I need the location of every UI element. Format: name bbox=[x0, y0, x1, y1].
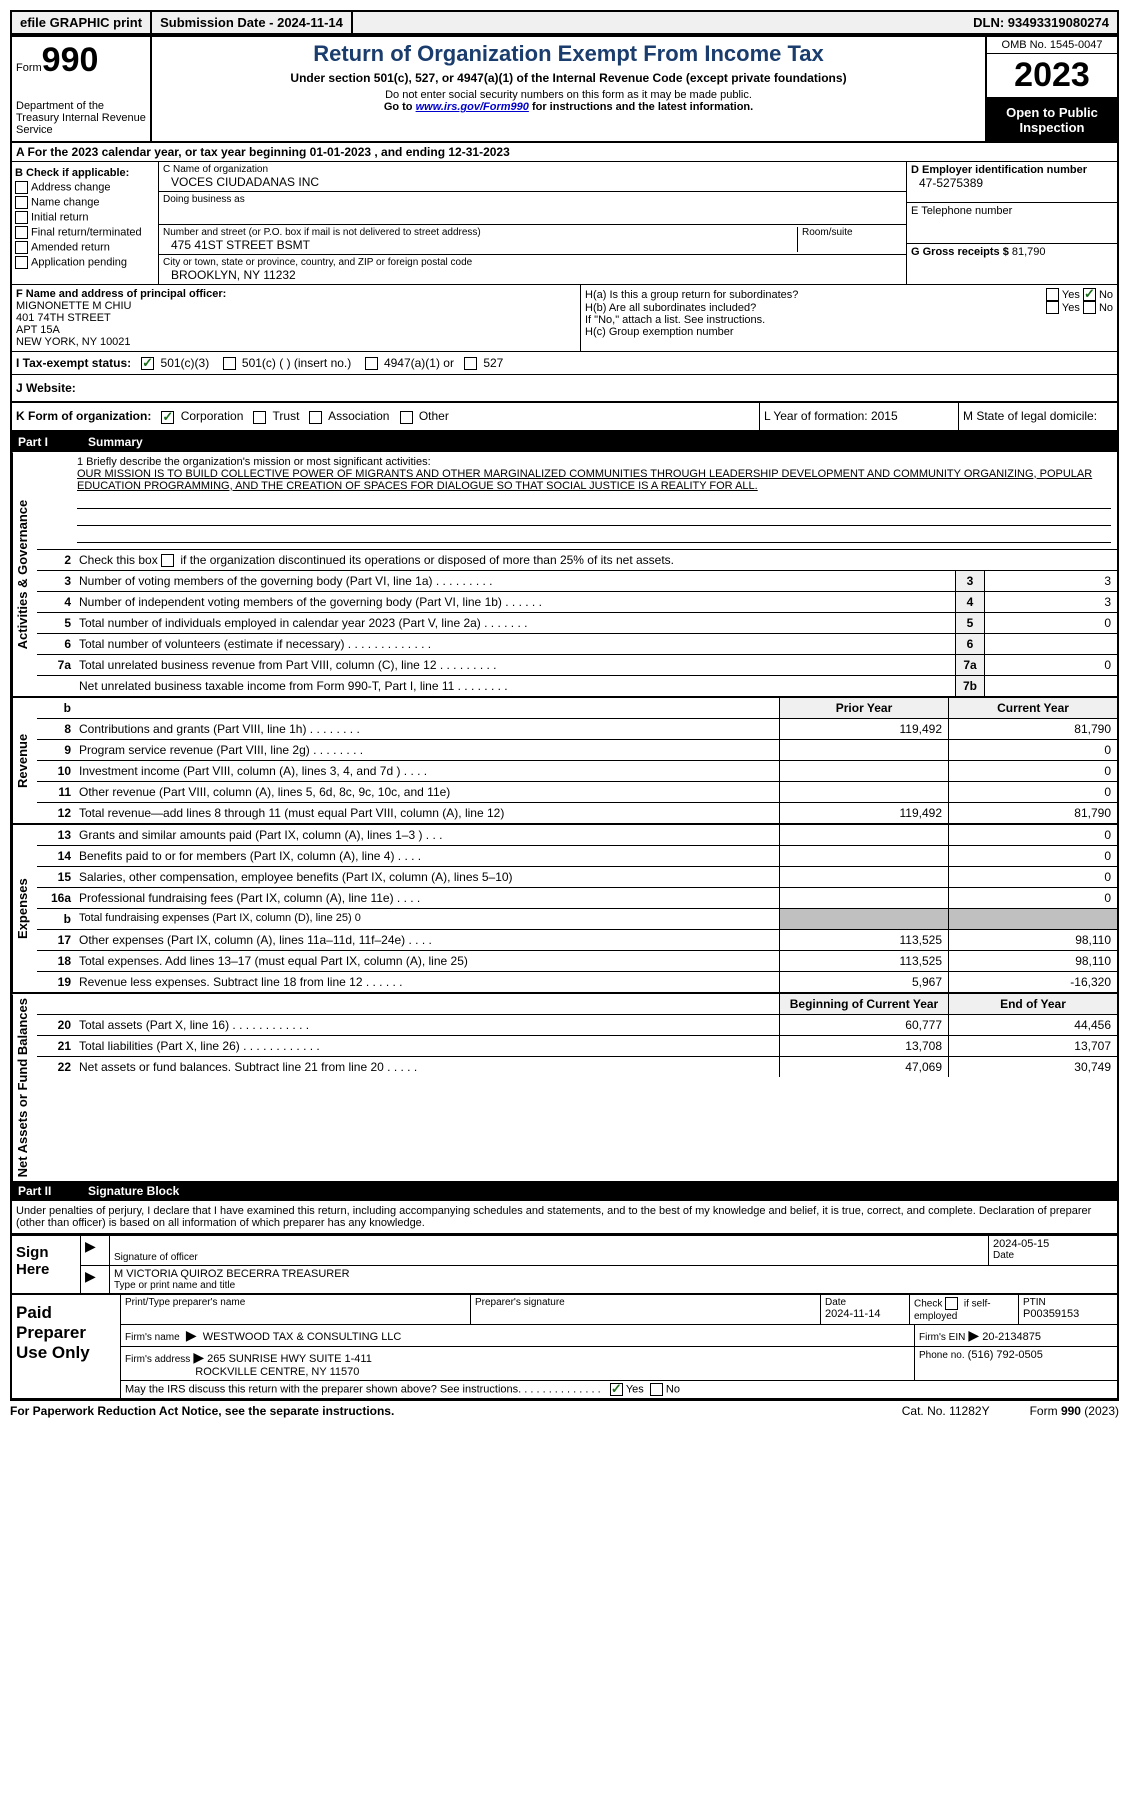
checkbox-app-pending[interactable] bbox=[15, 256, 28, 269]
sign-here-block: Sign Here ▶ Signature of officer 2024-05… bbox=[10, 1236, 1119, 1295]
checkbox-corp[interactable] bbox=[161, 411, 174, 424]
principal-officer: F Name and address of principal officer:… bbox=[12, 285, 581, 351]
header-row: Form990 Department of the Treasury Inter… bbox=[12, 37, 1117, 143]
checkbox-initial-return[interactable] bbox=[15, 211, 28, 224]
checkbox-trust[interactable] bbox=[253, 411, 266, 424]
checkbox-final-return[interactable] bbox=[15, 226, 28, 239]
part-2-header: Part II Signature Block bbox=[12, 1181, 1117, 1201]
dba-label: Doing business as bbox=[163, 194, 902, 205]
part-1-header: Part I Summary bbox=[12, 432, 1117, 452]
top-bar: efile GRAPHIC print Submission Date - 20… bbox=[10, 10, 1119, 35]
submission-date: Submission Date - 2024-11-14 bbox=[152, 12, 353, 33]
mission-block: 1 Briefly describe the organization's mi… bbox=[37, 452, 1117, 549]
row-k: K Form of organization: Corporation Trus… bbox=[12, 403, 1117, 431]
block-b: B Check if applicable: Address change Na… bbox=[12, 162, 159, 284]
street-value: 475 41ST STREET BSMT bbox=[163, 238, 797, 252]
efile-label: efile GRAPHIC print bbox=[12, 12, 152, 33]
checkbox-other[interactable] bbox=[400, 411, 413, 424]
center-header: Return of Organization Exempt From Incom… bbox=[152, 37, 985, 141]
irs-link[interactable]: www.irs.gov/Form990 bbox=[416, 101, 529, 113]
cat-no: Cat. No. 11282Y bbox=[902, 1404, 990, 1418]
state-domicile: M State of legal domicile: bbox=[959, 403, 1117, 429]
year-formation: L Year of formation: 2015 bbox=[760, 403, 959, 429]
mission-text: OUR MISSION IS TO BUILD COLLECTIVE POWER… bbox=[77, 468, 1111, 492]
block-h: H(a) Is this a group return for subordin… bbox=[581, 285, 1117, 351]
checkbox-501c[interactable] bbox=[223, 357, 236, 370]
sign-here-label: Sign Here bbox=[12, 1236, 81, 1293]
paid-preparer-label: Paid Preparer Use Only bbox=[12, 1295, 121, 1398]
vert-net-assets: Net Assets or Fund Balances bbox=[12, 994, 37, 1181]
checkbox-hb-yes[interactable] bbox=[1046, 301, 1059, 314]
revenue-section: Revenue bPrior YearCurrent Year 8Contrib… bbox=[12, 698, 1117, 825]
city-value: BROOKLYN, NY 11232 bbox=[163, 268, 902, 282]
checkbox-assoc[interactable] bbox=[309, 411, 322, 424]
checkbox-ha-no[interactable] bbox=[1083, 288, 1096, 301]
checkbox-discontinued[interactable] bbox=[161, 554, 174, 567]
block-d: D Employer identification number 47-5275… bbox=[906, 162, 1117, 284]
checkbox-527[interactable] bbox=[464, 357, 477, 370]
form-number-cell: Form990 Department of the Treasury Inter… bbox=[12, 37, 152, 141]
checkbox-self-employed[interactable] bbox=[945, 1297, 958, 1310]
org-name-label: C Name of organization bbox=[163, 164, 902, 175]
dept-label: Department of the Treasury Internal Reve… bbox=[16, 100, 146, 136]
checkbox-discuss-yes[interactable] bbox=[610, 1383, 623, 1396]
form-main: Form990 Department of the Treasury Inter… bbox=[10, 35, 1119, 1236]
footer: For Paperwork Reduction Act Notice, see … bbox=[10, 1400, 1119, 1421]
row-j: J Website: bbox=[12, 375, 1117, 403]
vert-expenses: Expenses bbox=[12, 825, 37, 992]
gross-receipts-value: 81,790 bbox=[1012, 246, 1046, 258]
street-label: Number and street (or P.O. box if mail i… bbox=[163, 227, 797, 238]
tax-year: 2023 bbox=[987, 54, 1117, 99]
penalties-statement: Under penalties of perjury, I declare th… bbox=[12, 1201, 1117, 1234]
form-ref: Form 990 (2023) bbox=[1030, 1404, 1119, 1418]
room-label: Room/suite bbox=[802, 227, 902, 238]
ein-label: D Employer identification number bbox=[911, 164, 1087, 176]
net-assets-section: Net Assets or Fund Balances Beginning of… bbox=[12, 994, 1117, 1181]
expenses-section: Expenses 13Grants and similar amounts pa… bbox=[12, 825, 1117, 994]
section-a: A For the 2023 calendar year, or tax yea… bbox=[12, 143, 1117, 162]
gross-receipts-label: G Gross receipts $ bbox=[911, 246, 1009, 258]
dln: DLN: 93493319080274 bbox=[965, 12, 1117, 33]
vert-governance: Activities & Governance bbox=[12, 452, 37, 696]
checkbox-name-change[interactable] bbox=[15, 196, 28, 209]
city-label: City or town, state or province, country… bbox=[163, 257, 902, 268]
omb-number: OMB No. 1545-0047 bbox=[987, 37, 1117, 54]
arrow-icon: ▶ bbox=[85, 1268, 96, 1284]
right-header: OMB No. 1545-0047 2023 Open to Public In… bbox=[985, 37, 1117, 141]
checkbox-4947[interactable] bbox=[365, 357, 378, 370]
arrow-icon: ▶ bbox=[85, 1238, 96, 1254]
checkbox-501c3[interactable] bbox=[141, 357, 154, 370]
row-i: I Tax-exempt status: 501(c)(3) 501(c) ( … bbox=[12, 352, 1117, 375]
blocks-bcd: B Check if applicable: Address change Na… bbox=[12, 162, 1117, 285]
checkbox-hb-no[interactable] bbox=[1083, 301, 1096, 314]
public-inspection: Open to Public Inspection bbox=[987, 99, 1117, 141]
form-label: Form bbox=[16, 62, 42, 74]
checkbox-amended[interactable] bbox=[15, 241, 28, 254]
activities-governance: Activities & Governance 1 Briefly descri… bbox=[12, 452, 1117, 698]
goto-line: Go to www.irs.gov/Form990 for instructio… bbox=[156, 101, 981, 113]
paid-preparer-block: Paid Preparer Use Only Print/Type prepar… bbox=[10, 1295, 1119, 1400]
phone-label: E Telephone number bbox=[911, 205, 1113, 217]
ein-value: 47-5275389 bbox=[911, 176, 1113, 190]
checkbox-ha-yes[interactable] bbox=[1046, 288, 1059, 301]
paperwork-notice: For Paperwork Reduction Act Notice, see … bbox=[10, 1404, 394, 1418]
vert-revenue: Revenue bbox=[12, 698, 37, 823]
ssn-warning: Do not enter social security numbers on … bbox=[156, 89, 981, 101]
checkbox-address-change[interactable] bbox=[15, 181, 28, 194]
org-name: VOCES CIUDADANAS INC bbox=[163, 175, 902, 189]
form-990-number: 990 bbox=[42, 41, 99, 79]
block-c: C Name of organization VOCES CIUDADANAS … bbox=[159, 162, 906, 284]
form-title: Return of Organization Exempt From Incom… bbox=[156, 41, 981, 67]
checkbox-discuss-no[interactable] bbox=[650, 1383, 663, 1396]
form-subtitle: Under section 501(c), 527, or 4947(a)(1)… bbox=[156, 71, 981, 85]
row-f-h: F Name and address of principal officer:… bbox=[12, 285, 1117, 352]
